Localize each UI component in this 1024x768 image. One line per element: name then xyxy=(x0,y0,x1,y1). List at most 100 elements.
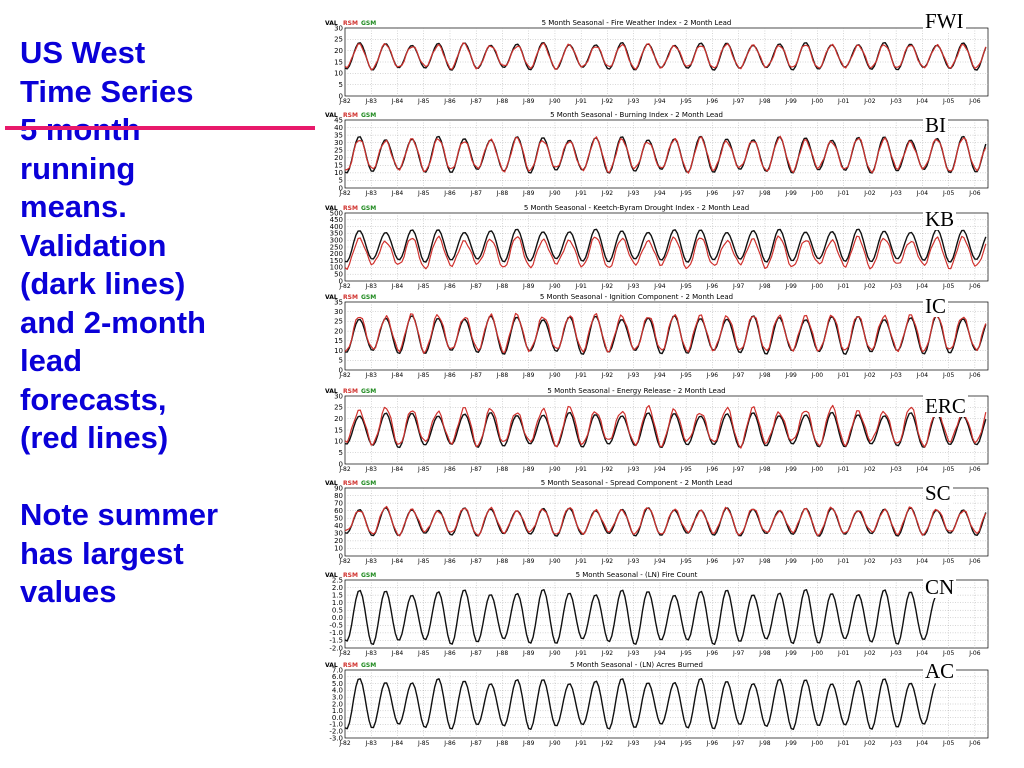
x-tick-label: J-95 xyxy=(680,98,693,105)
x-tick-label: J-03 xyxy=(889,283,902,290)
x-tick-label: J-91 xyxy=(575,466,588,473)
y-tick-label: 20 xyxy=(334,327,343,335)
x-tick-label: J-92 xyxy=(601,650,614,657)
x-tick-label: J-02 xyxy=(863,466,876,473)
series-line-rsm xyxy=(344,312,987,354)
x-tick-label: J-02 xyxy=(863,283,876,290)
chart-panel-sc: VAL RSM GSM 5 Month Seasonal - Spread Compo… xyxy=(323,478,994,566)
x-tick-label: J-04 xyxy=(916,558,929,565)
x-tick-label: J-03 xyxy=(889,466,902,473)
x-tick-label: J-01 xyxy=(837,466,850,473)
y-tick-label: 10 xyxy=(334,169,343,177)
x-tick-label: J-87 xyxy=(470,558,483,565)
y-tick-label: 1.0 xyxy=(332,599,343,607)
y-tick-label: 100 xyxy=(330,264,343,272)
x-tick-label: J-99 xyxy=(784,650,797,657)
x-tick-label: J-02 xyxy=(863,372,876,379)
x-tick-label: J-85 xyxy=(417,558,430,565)
x-tick-label: J-03 xyxy=(889,190,902,197)
panel-label-bi: BI xyxy=(923,113,948,137)
y-tick-label: 30 xyxy=(334,392,343,400)
y-tick-label: 20 xyxy=(334,154,343,162)
legend-val: VAL xyxy=(325,388,338,395)
x-tick-label: J-06 xyxy=(968,190,981,197)
x-tick-label: J-88 xyxy=(496,372,509,379)
x-tick-label: J-85 xyxy=(417,740,430,747)
x-tick-label: J-85 xyxy=(417,466,430,473)
y-tick-label: 450 xyxy=(330,216,343,224)
chart-title: 5 Month Seasonal - Energy Release - 2 Mo… xyxy=(547,387,725,395)
series-line-rsm xyxy=(344,42,987,71)
x-tick-label: J-84 xyxy=(391,466,404,473)
y-tick-label: 15 xyxy=(334,58,343,66)
y-tick-label: 10 xyxy=(334,70,343,78)
x-tick-label: J-92 xyxy=(601,466,614,473)
x-tick-label: J-86 xyxy=(443,740,456,747)
chart-svg: VAL RSM GSM 5 Month Seasonal - Fire Weather… xyxy=(325,19,989,105)
x-tick-label: J-94 xyxy=(653,98,666,105)
chart-panel-fwi: VAL RSM GSM 5 Month Seasonal - Fire Weather… xyxy=(323,18,994,106)
x-tick-label: J-98 xyxy=(758,650,771,657)
y-tick-label: 25 xyxy=(334,318,343,326)
x-tick-label: J-93 xyxy=(627,98,640,105)
x-tick-label: J-97 xyxy=(732,466,745,473)
x-tick-label: J-91 xyxy=(575,372,588,379)
chart-svg: VAL RSM GSM 5 Month Seasonal - (LN) Fire Co… xyxy=(325,571,989,657)
legend-rsm: RSM xyxy=(343,572,358,579)
y-tick-label: 2.5 xyxy=(332,576,343,584)
legend-gsm: GSM xyxy=(361,480,376,487)
plot-area xyxy=(344,27,989,97)
x-tick-label: J-04 xyxy=(916,283,929,290)
x-tick-label: J-85 xyxy=(417,98,430,105)
x-tick-label: J-92 xyxy=(601,372,614,379)
x-tick-label: J-86 xyxy=(443,190,456,197)
panel-label-kb: KB xyxy=(923,207,957,231)
x-tick-label: J-96 xyxy=(706,372,719,379)
x-tick-label: J-94 xyxy=(653,466,666,473)
y-tick-label: 0.0 xyxy=(332,614,343,622)
legend-rsm: RSM xyxy=(343,112,358,119)
x-tick-label: J-06 xyxy=(968,98,981,105)
description-line: (dark lines) xyxy=(20,266,186,301)
x-tick-label: J-06 xyxy=(968,372,981,379)
x-tick-label: J-94 xyxy=(653,283,666,290)
x-tick-label: J-98 xyxy=(758,466,771,473)
x-tick-label: J-96 xyxy=(706,283,719,290)
x-tick-label: J-03 xyxy=(889,740,902,747)
series-line-val xyxy=(344,228,987,263)
x-tick-label: J-83 xyxy=(365,98,378,105)
y-tick-label: 5 xyxy=(339,357,343,365)
description-line: 5 month xyxy=(20,111,310,150)
x-tick-label: J-97 xyxy=(732,650,745,657)
title-divider xyxy=(5,126,315,130)
x-tick-label: J-91 xyxy=(575,190,588,197)
chart-title: 5 Month Seasonal - Fire Weather Index - … xyxy=(542,19,732,27)
x-tick-label: J-01 xyxy=(837,283,850,290)
chart-svg: VAL RSM GSM 5 Month Seasonal - Spread Compo… xyxy=(325,479,989,565)
y-tick-label: 45 xyxy=(334,116,343,124)
y-tick-label: 90 xyxy=(334,484,343,492)
x-tick-label: J-87 xyxy=(470,466,483,473)
plot-area xyxy=(344,119,989,189)
x-tick-label: J-96 xyxy=(706,650,719,657)
legend-gsm: GSM xyxy=(361,294,376,301)
legend-rsm: RSM xyxy=(343,294,358,301)
x-tick-label: J-92 xyxy=(601,558,614,565)
x-tick-label: J-04 xyxy=(916,650,929,657)
y-tick-label: -3.0 xyxy=(329,734,343,742)
x-tick-label: J-95 xyxy=(680,740,693,747)
x-tick-label: J-87 xyxy=(470,283,483,290)
x-tick-label: J-04 xyxy=(916,372,929,379)
x-tick-label: J-95 xyxy=(680,283,693,290)
x-tick-label: J-92 xyxy=(601,740,614,747)
chart-panel-ic: VAL RSM GSM 5 Month Seasonal - Ignition Com… xyxy=(323,292,994,380)
x-tick-label: J-01 xyxy=(837,190,850,197)
chart-svg: VAL RSM GSM 5 Month Seasonal - Keetch-Byram… xyxy=(325,204,989,290)
x-tick-label: J-87 xyxy=(470,98,483,105)
x-tick-label: J-05 xyxy=(942,283,955,290)
y-tick-label: 0.0 xyxy=(332,714,343,722)
x-tick-label: J-93 xyxy=(627,283,640,290)
chart-svg: VAL RSM GSM 5 Month Seasonal - (LN) Acres B… xyxy=(325,661,989,747)
text-spacer xyxy=(20,458,310,497)
x-tick-label: J-93 xyxy=(627,650,640,657)
